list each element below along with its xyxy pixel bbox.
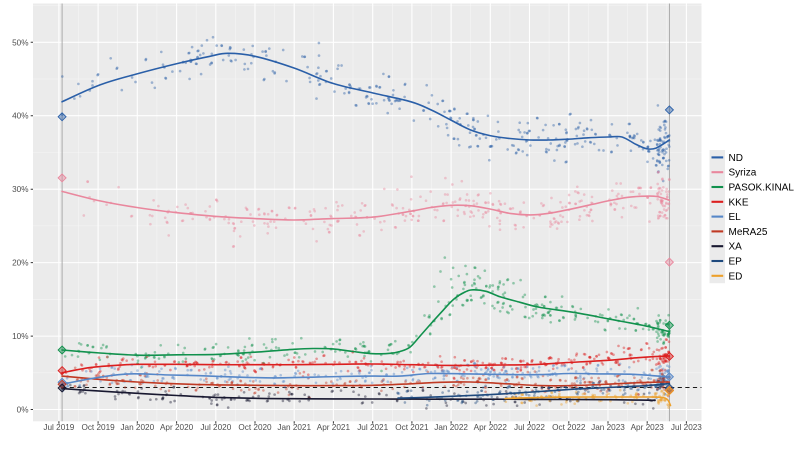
svg-text:0%: 0% [17,406,29,415]
svg-text:Apr 2022: Apr 2022 [474,423,508,432]
svg-text:Jul 2019: Jul 2019 [43,423,74,432]
svg-text:50%: 50% [12,38,28,47]
svg-text:Apr 2023: Apr 2023 [631,423,665,432]
svg-text:Syriza: Syriza [729,168,757,179]
svg-text:Jan 2023: Jan 2023 [591,423,625,432]
svg-text:KKE: KKE [729,197,749,208]
svg-text:PASOK.KINAL: PASOK.KINAL [729,183,795,194]
svg-text:ED: ED [729,271,743,282]
svg-text:EL: EL [729,212,742,223]
svg-text:EP: EP [729,257,743,268]
svg-text:20%: 20% [12,259,28,268]
svg-text:10%: 10% [12,332,28,341]
svg-text:ND: ND [729,153,743,164]
svg-text:MeRA25: MeRA25 [729,227,768,238]
svg-text:Jan 2021: Jan 2021 [277,423,311,432]
svg-text:Jul 2020: Jul 2020 [200,423,231,432]
svg-text:Apr 2021: Apr 2021 [317,423,351,432]
svg-text:XA: XA [729,242,743,253]
svg-text:Oct 2022: Oct 2022 [552,423,586,432]
svg-text:Apr 2020: Apr 2020 [160,423,194,432]
svg-text:Jul 2023: Jul 2023 [671,423,702,432]
svg-text:Jan 2022: Jan 2022 [434,423,468,432]
svg-text:Oct 2020: Oct 2020 [238,423,272,432]
svg-text:Jul 2021: Jul 2021 [357,423,388,432]
svg-text:40%: 40% [12,112,28,121]
svg-text:Oct 2021: Oct 2021 [395,423,429,432]
svg-text:30%: 30% [12,185,28,194]
svg-text:Jan 2020: Jan 2020 [120,423,154,432]
svg-text:Jul 2022: Jul 2022 [514,423,545,432]
svg-text:Oct 2019: Oct 2019 [81,423,115,432]
